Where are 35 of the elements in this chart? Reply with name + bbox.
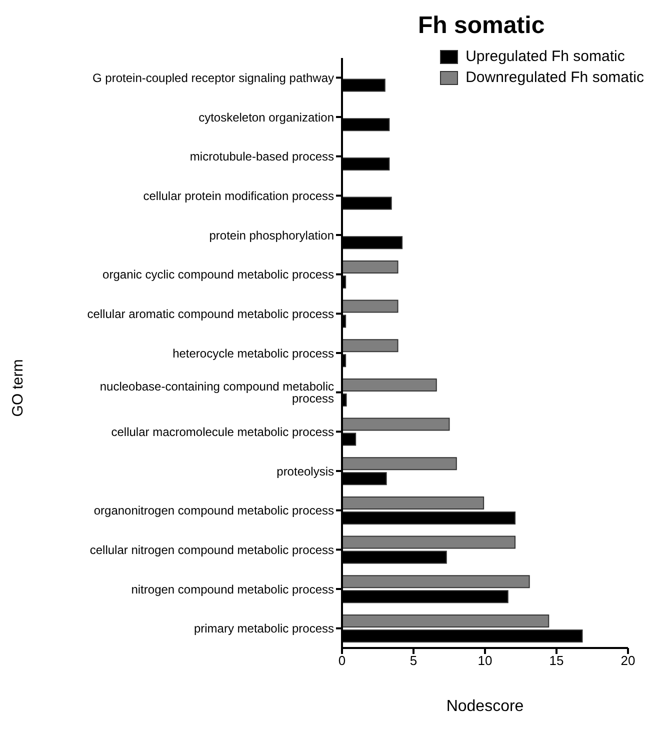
- y-axis-title: GO term: [10, 359, 26, 417]
- y-tick-label: primary metabolic process: [194, 622, 334, 636]
- x-axis-title: Nodescore: [445, 698, 525, 716]
- y-tick-label: G protein-coupled receptor signaling pathway: [92, 70, 334, 85]
- y-tick-label: microtubule-based process: [190, 150, 334, 164]
- bar: [342, 457, 457, 470]
- x-tick-label: 15: [549, 653, 564, 668]
- y-tick-label: heterocycle metabolic process: [172, 346, 334, 360]
- chart-title: Fh somatic: [418, 12, 545, 40]
- bar: [342, 339, 398, 352]
- y-tick-label: cellular nitrogen compound metabolic process: [90, 542, 334, 557]
- bar: [342, 418, 450, 431]
- y-tick-label: cellular macromolecule metabolic process: [111, 424, 334, 439]
- y-tick-label: nucleobase-containing compound metabolic process: [100, 380, 334, 406]
- y-tick-label: cytoskeleton organization: [198, 110, 334, 124]
- y-tick-label: organic cyclic compound metabolic process: [102, 268, 334, 282]
- bar: [342, 536, 516, 549]
- x-tick-label: 10: [478, 653, 492, 668]
- bar: [342, 614, 550, 628]
- bar: [342, 300, 398, 313]
- legend-label: Downregulated Fh somatic: [466, 69, 644, 86]
- y-tick-label: cellular aromatic compound metabolic process: [87, 306, 334, 321]
- y-tick-label: cellular protein modification process: [143, 188, 334, 203]
- x-tick-label: 20: [620, 653, 636, 668]
- bar: [342, 496, 484, 510]
- legend-label: Upregulated Fh somatic: [466, 48, 625, 65]
- y-tick-label: proteolysis: [276, 464, 334, 478]
- y-tick-label: protein phosphorylation: [209, 228, 334, 242]
- x-tick-label: 5: [410, 653, 418, 668]
- bar: [342, 378, 437, 392]
- bar: [342, 575, 530, 588]
- x-tick-label: 0: [338, 653, 346, 668]
- y-tick-label: organonitrogen compound metabolic process: [94, 504, 334, 518]
- y-tick-label: nitrogen compound metabolic process: [131, 582, 334, 596]
- bar: [342, 260, 398, 274]
